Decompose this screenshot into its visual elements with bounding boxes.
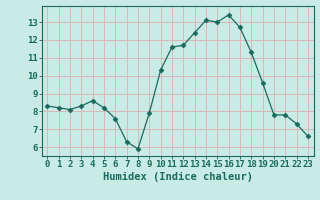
- X-axis label: Humidex (Indice chaleur): Humidex (Indice chaleur): [103, 172, 252, 182]
